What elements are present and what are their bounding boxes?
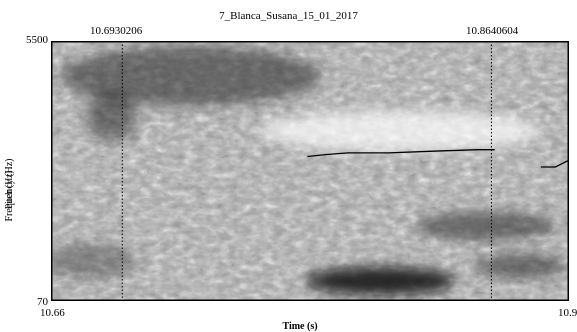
spectrogram-title: 7_Blanca_Susana_15_01_2017 [219,10,358,22]
pitch-contour [307,149,569,168]
x-axis-title: Time (s) [282,321,318,332]
x-axis-left-value: 10.66 [40,307,65,319]
y-axis-top-value: 5500 [26,34,48,46]
left-cursor-time-label: 10.6930206 [90,25,143,37]
x-axis-right-value: 10.9 [558,307,577,319]
y-axis-bottom-value: 70 [37,296,48,308]
spectrogram-plot[interactable] [51,41,569,301]
right-cursor-time-label: 10.8640604 [466,25,519,37]
pitch-segment-1 [307,149,495,158]
pitch-axis-label: Pitch (Hz) [4,170,15,210]
pitch-segment-2 [540,159,569,168]
spectrogram-energy-regions [51,46,566,295]
